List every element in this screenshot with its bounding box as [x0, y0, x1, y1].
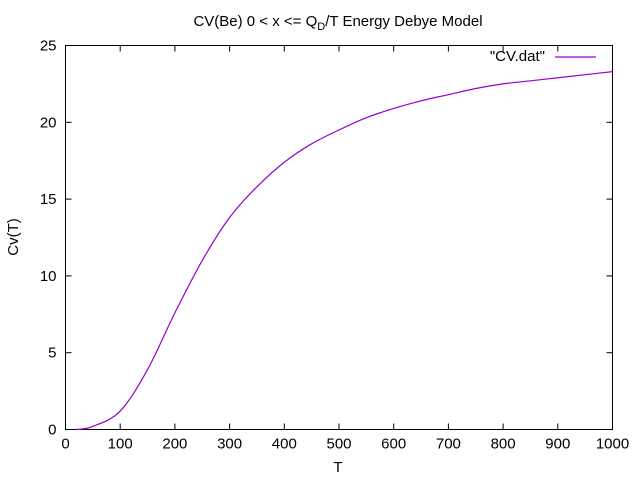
x-tick-label: 400: [272, 436, 297, 453]
y-tick-label: 15: [40, 191, 57, 208]
x-tick-label: 200: [162, 436, 187, 453]
x-axis-label: T: [333, 459, 342, 476]
series-points: [76, 72, 612, 430]
legend: "CV.dat": [490, 48, 596, 65]
y-tick-label: 10: [40, 268, 57, 285]
plot-frame: [65, 45, 613, 430]
y-axis: 0 5 10 15 20 25: [40, 38, 613, 439]
x-tick-label: 300: [217, 436, 242, 453]
x-tick-label: 800: [491, 436, 516, 453]
x-tick-label: 1000: [596, 436, 629, 453]
x-tick-label: 600: [381, 436, 406, 453]
x-axis: 0 100 200 300 400 500 600 700 800 900 1000: [61, 45, 629, 453]
x-tick-label: 100: [108, 436, 133, 453]
series-line-cv: [76, 71, 613, 431]
x-tick-label: 0: [61, 436, 69, 453]
legend-label: "CV.dat": [490, 48, 545, 65]
y-axis-label: Cv(T): [5, 218, 22, 256]
y-tick-label: 5: [48, 345, 56, 362]
x-tick-label: 900: [545, 436, 570, 453]
y-tick-label: 0: [48, 422, 56, 439]
x-tick-label: 700: [436, 436, 461, 453]
x-tick-label: 500: [326, 436, 351, 453]
y-tick-label: 20: [40, 114, 57, 131]
chart-title: CV(Be) 0 < x <= QD/T Energy Debye Model: [193, 13, 482, 33]
y-tick-label: 25: [40, 38, 57, 55]
